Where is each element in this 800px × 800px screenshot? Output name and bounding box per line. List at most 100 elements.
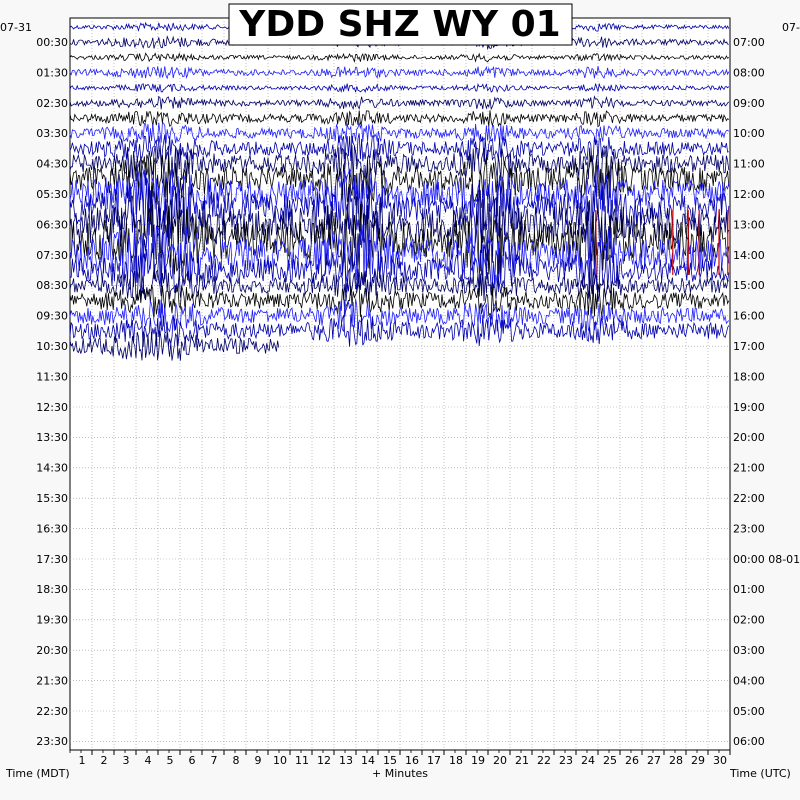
x-tick-label: 18 [449,754,463,767]
x-tick-label: 29 [691,754,705,767]
right-time-label: 18:00 [733,370,765,383]
left-time-label: 12:30 [36,401,68,414]
right-time-label: 10:00 [733,127,765,140]
x-tick-label: 9 [255,754,262,767]
left-time-axis: 00:30 01:30 02:30 03:30 04:30 05:30 06:30 07:30… [36,36,68,748]
right-time-label: 11:00 [733,158,765,171]
right-date-label: 07-3 [782,21,800,34]
right-time-label: 04:00 [733,674,765,687]
x-tick-label: 28 [669,754,683,767]
x-tick-label: 15 [383,754,397,767]
trace-line [69,133,729,163]
left-time-label: 17:30 [36,553,68,566]
right-time-label: 17:00 [733,340,765,353]
left-time-label: 05:30 [36,188,68,201]
left-time-label: 10:30 [36,340,68,353]
x-tick-label: 20 [493,754,507,767]
x-tick-label: 30 [713,754,727,767]
x-tick-label: 2 [101,754,108,767]
right-time-label: 13:00 [733,218,765,231]
right-time-label: 03:00 [733,644,765,657]
left-time-label: 20:30 [36,644,68,657]
right-time-label: 08:00 [733,66,765,79]
x-tick-label: 4 [145,754,152,767]
trace-line [69,204,730,280]
x-tick-label: 21 [515,754,529,767]
right-time-label: 00:00 08-01 [733,553,800,566]
x-tick-label: 17 [427,754,441,767]
right-time-label: 01:00 [733,583,765,596]
trace-line [69,95,730,111]
x-tick-label: 10 [273,754,287,767]
title-box [228,3,573,46]
trace-line [69,110,730,128]
x-tick-label: 6 [189,754,196,767]
left-time-label: 03:30 [36,127,68,140]
x-tick-label: 8 [233,754,240,767]
x-tick-label: 19 [471,754,485,767]
trace-line [69,65,730,80]
x-tick-label: 14 [361,754,375,767]
left-time-label: 06:30 [36,218,68,231]
x-tick-label: 24 [581,754,595,767]
seismic-traces [69,21,730,361]
x-tick-label: 22 [537,754,551,767]
x-axis-label: + Minutes [372,767,428,780]
trace-line [69,82,730,94]
left-time-label: 04:30 [36,158,68,171]
trace-line [69,330,280,361]
x-tick-label: 5 [167,754,174,767]
minutes-axis: 1 2 3 4 5 6 7 8 9 10 11 12 13 14 15 16 17 18 19 20 21 22 23 24 2… [69,750,731,767]
right-time-label: 23:00 [733,522,765,535]
left-date-label: 07-31 [0,21,32,34]
left-time-label: 18:30 [36,583,68,596]
left-time-label: 08:30 [36,279,68,292]
left-time-label: 21:30 [36,674,68,687]
left-axis-label: Time (MDT) [5,767,70,780]
left-time-label: 15:30 [36,492,68,505]
left-time-label: 13:30 [36,431,68,444]
x-tick-label: 26 [625,754,639,767]
x-tick-label: 27 [647,754,661,767]
right-time-label: 19:00 [733,401,765,414]
right-time-label: 06:00 [733,735,765,748]
x-tick-label: 12 [317,754,331,767]
left-time-label: 02:30 [36,97,68,110]
left-time-label: 23:30 [36,735,68,748]
trace-line [69,121,730,145]
right-time-label: 12:00 [733,188,765,201]
trace-line [69,283,730,318]
trace-line [69,222,730,290]
right-axis-label: Time (UTC) [729,767,791,780]
chart-title: YDD SHZ WY 01 [238,4,560,45]
x-tick-label: 13 [339,754,353,767]
left-time-label: 09:30 [36,310,68,323]
trace-line [69,298,730,333]
x-tick-label: 7 [211,754,218,767]
x-tick-label: 16 [405,754,419,767]
right-time-label: 15:00 [733,279,765,292]
right-time-axis: 07:00 08:00 09:00 10:00 11:00 12:00 13:00 14:00… [733,36,800,748]
x-tick-label: 23 [559,754,573,767]
left-time-label: 07:30 [36,249,68,262]
left-time-label: 14:30 [36,462,68,475]
right-time-label: 16:00 [733,310,765,323]
left-time-label: 01:30 [36,66,68,79]
right-time-label: 22:00 [733,492,765,505]
trace-line [69,314,730,348]
right-time-label: 05:00 [733,705,765,718]
left-time-label: 22:30 [36,705,68,718]
right-time-label: 07:00 [733,36,765,49]
x-tick-label: 25 [603,754,617,767]
right-time-label: 20:00 [733,431,765,444]
left-time-label: 16:30 [36,522,68,535]
right-time-label: 21:00 [733,462,765,475]
right-time-label: 09:00 [733,97,765,110]
left-time-label: 11:30 [36,370,68,383]
x-tick-label: 3 [123,754,130,767]
grid [70,18,730,750]
right-time-label: 14:00 [733,249,765,262]
trace-line [69,267,730,302]
right-time-label: 02:00 [733,614,765,627]
